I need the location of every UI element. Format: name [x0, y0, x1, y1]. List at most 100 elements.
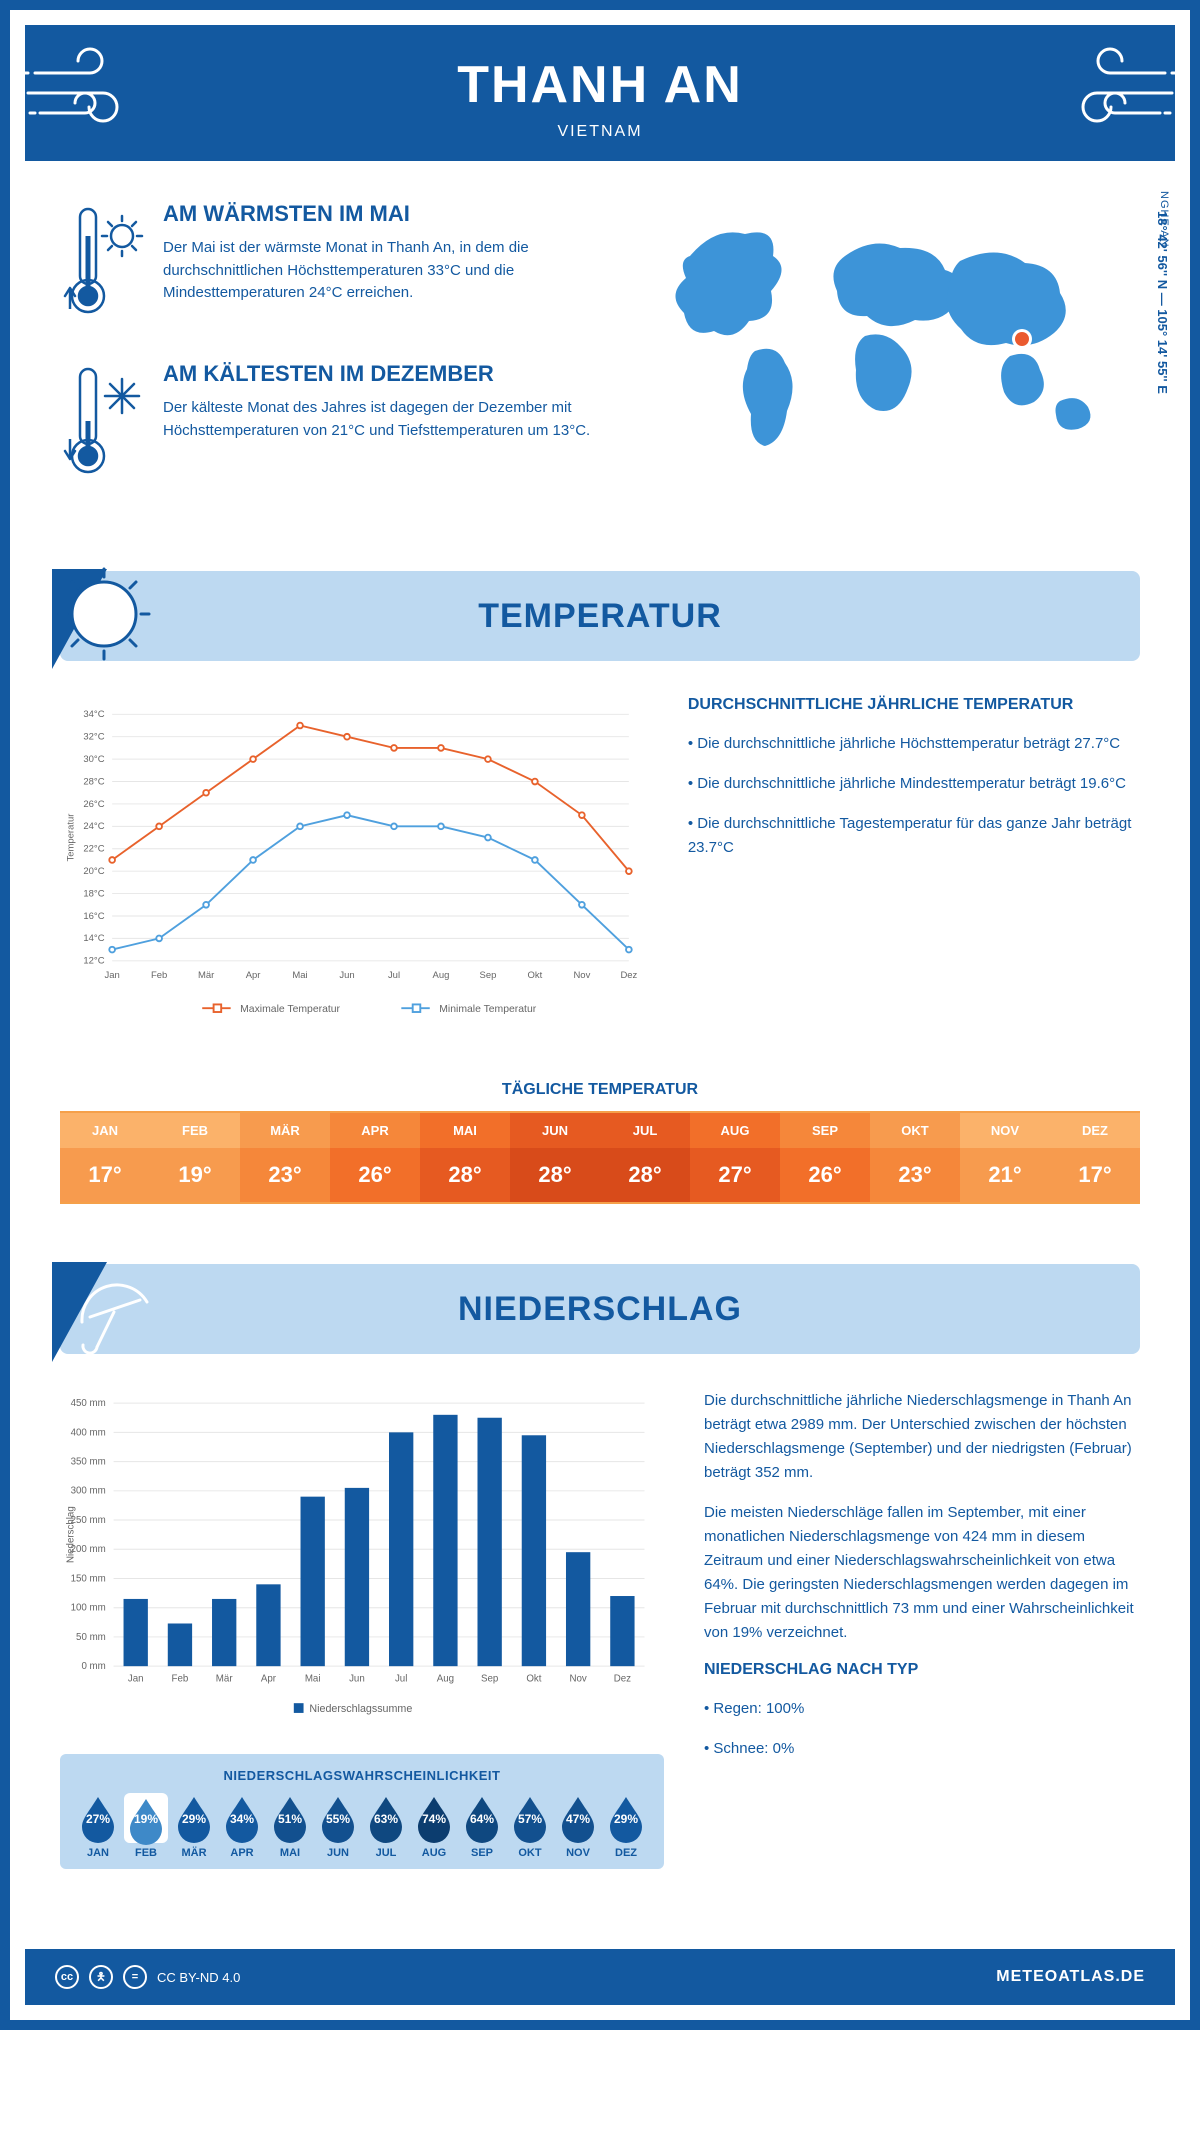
temp-bullet-3: • Die durchschnittliche Tagestemperatur … [688, 812, 1140, 860]
daily-temp-title: TÄGLICHE TEMPERATUR [60, 1081, 1140, 1099]
umbrella-icon [52, 1252, 182, 1372]
daily-temp-value: 21° [960, 1148, 1050, 1202]
svg-text:Nov: Nov [569, 1674, 586, 1685]
svg-text:Mär: Mär [198, 970, 214, 981]
thermometer-sun-icon [60, 201, 145, 321]
daily-temp-cell: JAN17° [60, 1113, 150, 1202]
precip-p1: Die durchschnittliche jährliche Niedersc… [704, 1389, 1140, 1485]
svg-text:Minimale Temperatur: Minimale Temperatur [439, 1004, 537, 1015]
coords-label: 18° 42' 56'' N — 105° 14' 55'' E [1155, 211, 1170, 394]
precip-summary-text: Die durchschnittliche jährliche Niedersc… [704, 1389, 1140, 1869]
prob-cell: 74% AUG [412, 1793, 456, 1859]
drop-icon: 29% [172, 1793, 216, 1843]
drop-icon: 27% [76, 1793, 120, 1843]
warm-fact: AM WÄRMSTEN IM MAI Der Mai ist der wärms… [60, 201, 610, 326]
daily-temp-cell: SEP26° [780, 1113, 870, 1202]
drop-icon: 29% [604, 1793, 648, 1843]
prob-cell: 19%FEB [124, 1793, 168, 1859]
daily-temp-cell: FEB19° [150, 1113, 240, 1202]
daily-temp-value: 23° [240, 1148, 330, 1202]
cc-icon: cc [55, 1965, 79, 1989]
svg-text:30°C: 30°C [83, 754, 104, 765]
temperature-line-chart: 12°C14°C16°C18°C20°C22°C24°C26°C28°C30°C… [60, 696, 648, 1036]
svg-text:Sep: Sep [480, 970, 497, 981]
daily-temp-month: JUL [600, 1113, 690, 1148]
nd-icon: = [123, 1965, 147, 1989]
sun-icon [52, 559, 182, 679]
probability-box: NIEDERSCHLAGSWAHRSCHEINLICHKEIT 27%JAN19… [60, 1754, 664, 1869]
daily-temp-value: 17° [1050, 1148, 1140, 1202]
svg-text:22°C: 22°C [83, 844, 104, 855]
svg-text:Jul: Jul [395, 1674, 407, 1685]
prob-month: DEZ [604, 1847, 648, 1859]
svg-text:Aug: Aug [437, 1674, 454, 1685]
drop-icon: 74% [412, 1793, 456, 1843]
daily-temp-month: NOV [960, 1113, 1050, 1148]
daily-temp-month: OKT [870, 1113, 960, 1148]
prob-month: SEP [460, 1847, 504, 1859]
svg-text:Sep: Sep [481, 1674, 498, 1685]
svg-text:16°C: 16°C [83, 911, 104, 922]
temp-section-title: TEMPERATUR [478, 597, 722, 636]
svg-text:Apr: Apr [261, 1674, 277, 1685]
prob-month: JAN [76, 1847, 120, 1859]
svg-text:Jun: Jun [349, 1674, 365, 1685]
daily-temp-month: DEZ [1050, 1113, 1140, 1148]
brand-text: METEOATLAS.DE [996, 1968, 1145, 1986]
precipitation-bar-chart: 0 mm50 mm100 mm150 mm200 mm250 mm300 mm3… [60, 1389, 664, 1729]
svg-text:Jan: Jan [105, 970, 120, 981]
prob-month: JUN [316, 1847, 360, 1859]
svg-text:0 mm: 0 mm [81, 1661, 105, 1672]
warm-title: AM WÄRMSTEN IM MAI [163, 201, 610, 227]
prob-cell: 34%APR [220, 1793, 264, 1859]
svg-text:Okt: Okt [528, 970, 543, 981]
prob-month: AUG [412, 1847, 456, 1859]
wind-icon [20, 38, 160, 148]
daily-temp-value: 26° [780, 1148, 870, 1202]
drop-icon: 19% [124, 1793, 168, 1843]
precip-section-title: NIEDERSCHLAG [458, 1290, 742, 1329]
temp-bullet-1: • Die durchschnittliche jährliche Höchst… [688, 732, 1140, 756]
drop-icon: 34% [220, 1793, 264, 1843]
svg-text:450 mm: 450 mm [71, 1398, 106, 1409]
daily-temp-value: 28° [510, 1148, 600, 1202]
svg-text:Jul: Jul [388, 970, 400, 981]
footer: cc 🯅 = CC BY-ND 4.0 METEOATLAS.DE [25, 1949, 1175, 2005]
temp-section-banner: TEMPERATUR [60, 571, 1140, 661]
thermometer-snow-icon [60, 361, 145, 481]
cold-title: AM KÄLTESTEN IM DEZEMBER [163, 361, 610, 387]
daily-temp-cell: DEZ17° [1050, 1113, 1140, 1202]
svg-text:24°C: 24°C [83, 821, 104, 832]
svg-text:400 mm: 400 mm [71, 1427, 106, 1438]
cold-text: Der kälteste Monat des Jahres ist dagege… [163, 397, 610, 442]
svg-text:34°C: 34°C [83, 709, 104, 720]
daily-temp-cell: MÄR23° [240, 1113, 330, 1202]
svg-text:32°C: 32°C [83, 732, 104, 743]
prob-cell: 64%SEP [460, 1793, 504, 1859]
daily-temp-cell: NOV21° [960, 1113, 1050, 1202]
prob-month: OKT [508, 1847, 552, 1859]
svg-text:Mai: Mai [292, 970, 307, 981]
svg-text:Temperatur: Temperatur [65, 814, 76, 862]
daily-temp-month: SEP [780, 1113, 870, 1148]
daily-temp-cell: APR26° [330, 1113, 420, 1202]
drop-icon: 55% [316, 1793, 360, 1843]
svg-text:100 mm: 100 mm [71, 1603, 106, 1614]
daily-temp-value: 19° [150, 1148, 240, 1202]
temp-text-heading: DURCHSCHNITTLICHE JÄHRLICHE TEMPERATUR [688, 696, 1140, 714]
daily-temp-month: FEB [150, 1113, 240, 1148]
svg-text:Nov: Nov [573, 970, 590, 981]
wind-icon [1040, 38, 1180, 148]
prob-month: MAI [268, 1847, 312, 1859]
svg-text:20°C: 20°C [83, 866, 104, 877]
svg-text:18°C: 18°C [83, 888, 104, 899]
daily-temp-month: APR [330, 1113, 420, 1148]
svg-text:Feb: Feb [151, 970, 167, 981]
prob-cell: 29% DEZ [604, 1793, 648, 1859]
temp-summary-text: DURCHSCHNITTLICHE JÄHRLICHE TEMPERATUR •… [688, 696, 1140, 1041]
svg-text:14°C: 14°C [83, 933, 104, 944]
prob-cell: 29%MÄR [172, 1793, 216, 1859]
svg-text:150 mm: 150 mm [71, 1573, 106, 1584]
daily-temp-month: MAI [420, 1113, 510, 1148]
header-band: THANH AN VIETNAM [25, 25, 1175, 161]
